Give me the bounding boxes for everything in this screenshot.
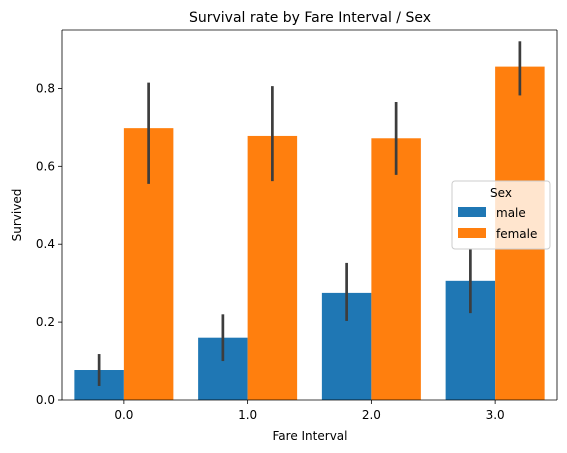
legend-swatch-male xyxy=(458,207,486,217)
y-tick-label: 0.0 xyxy=(36,393,55,407)
legend-swatch-female xyxy=(458,228,486,238)
bar-female-2.0 xyxy=(371,138,421,400)
x-tick-label: 3.0 xyxy=(486,408,505,422)
x-axis: 0.0 1.0 2.0 3.0 xyxy=(114,400,505,422)
legend-label-male: male xyxy=(496,206,526,220)
y-axis-label: Survived xyxy=(10,189,24,242)
errorbars-layer xyxy=(97,41,522,386)
y-tick-label: 0.2 xyxy=(36,315,55,329)
x-tick-label: 2.0 xyxy=(362,408,381,422)
x-tick-label: 0.0 xyxy=(114,408,133,422)
legend: Sex male female xyxy=(451,180,551,250)
chart-title: Survival rate by Fare Interval / Sex xyxy=(189,10,431,26)
axes-frame xyxy=(61,29,558,401)
y-tick-label: 0.4 xyxy=(36,237,55,251)
legend-label-female: female xyxy=(496,227,537,241)
legend-title: Sex xyxy=(490,186,512,200)
y-tick-label: 0.8 xyxy=(36,81,55,95)
y-tick-label: 0.6 xyxy=(36,159,55,173)
x-axis-label: Fare Interval xyxy=(273,429,348,443)
y-axis: 0.0 0.2 0.4 0.6 0.8 xyxy=(36,81,62,407)
x-tick-label: 1.0 xyxy=(238,408,257,422)
